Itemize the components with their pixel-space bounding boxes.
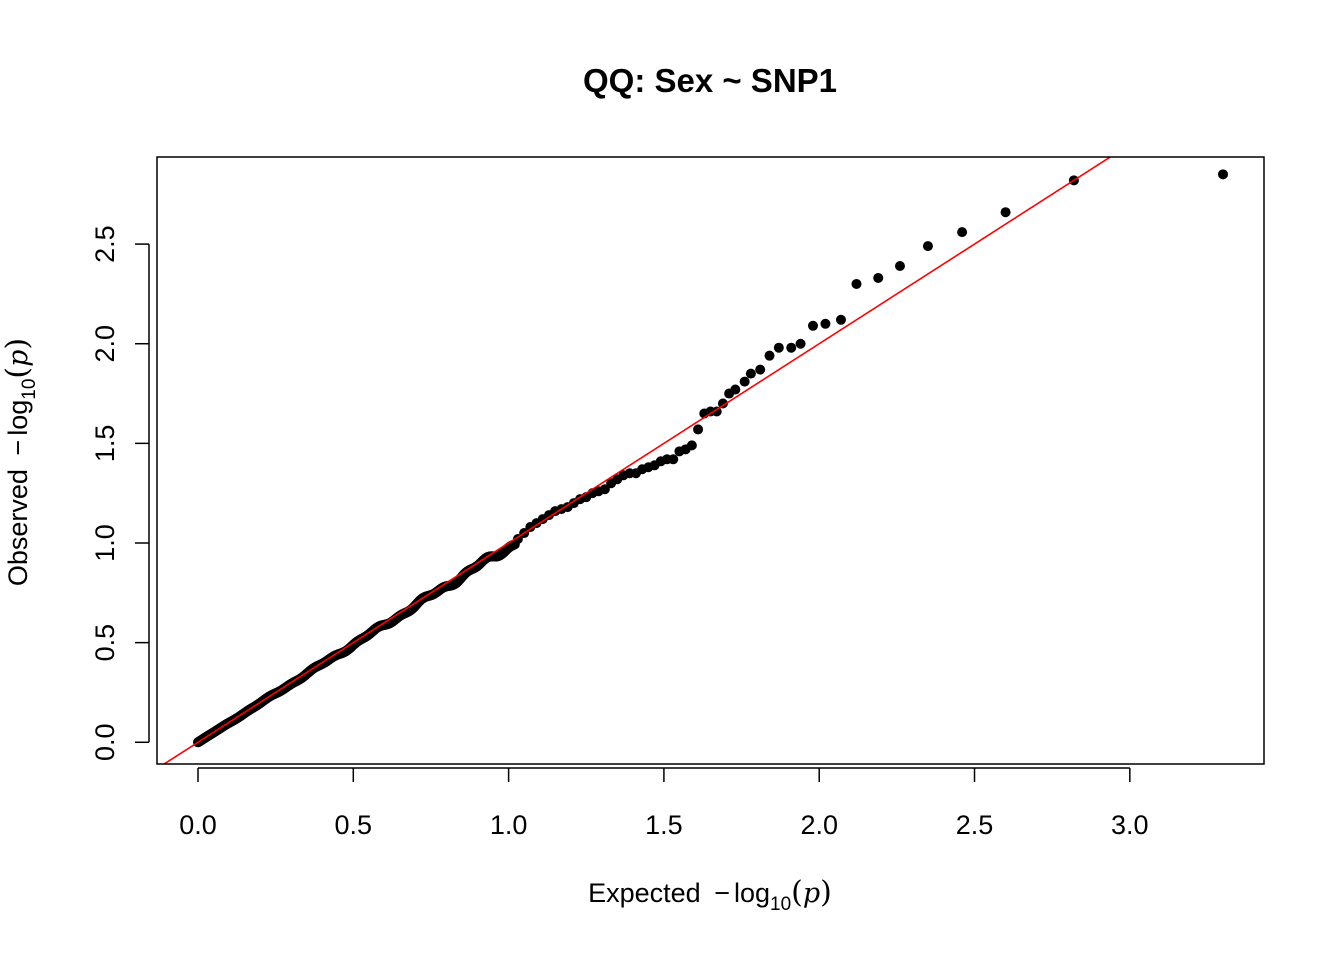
y-label-var: p — [3, 350, 34, 367]
qq-point-880 — [1218, 169, 1228, 180]
reference-line — [162, 157, 1112, 764]
qq-point-888 — [835, 314, 846, 325]
x-tick-label: 1.5 — [645, 810, 683, 840]
qq-point-933 — [512, 534, 523, 545]
y-axis: 0.0 0.5 1.0 1.5 2.0 2.5 — [90, 225, 150, 762]
qq-point-931 — [525, 522, 536, 533]
y-tick-label: 2.0 — [90, 325, 120, 363]
y-label-prefix: Observed — [3, 462, 33, 587]
qq-point-893 — [773, 342, 784, 353]
x-tick-label: 1.0 — [490, 810, 528, 840]
x-label-sub: 10 — [770, 894, 791, 915]
x-tick-label: 2.0 — [800, 810, 838, 840]
x-axis-label: Expected − log10(p) — [588, 875, 832, 915]
qq-point-918 — [606, 478, 617, 489]
x-label-open: ( — [791, 875, 803, 910]
qq-point-889 — [820, 318, 831, 329]
y-label-close: ) — [0, 338, 35, 350]
x-label-prefix: Expected — [588, 878, 708, 908]
x-tick-label: 3.0 — [1111, 810, 1149, 840]
qq-point-886 — [873, 272, 884, 283]
y-label-log: log — [3, 400, 33, 436]
x-tick-label: 0.5 — [335, 810, 373, 840]
y-tick-label: 1.5 — [90, 425, 120, 463]
plot-frame — [156, 156, 1265, 765]
qq-point-894 — [764, 350, 775, 361]
qq-point-890 — [808, 320, 818, 331]
qq-point-900 — [717, 398, 728, 409]
qq-point-884 — [922, 241, 933, 252]
chart-title: QQ: Sex ~ SNP1 — [583, 62, 837, 99]
y-label-open: ( — [0, 367, 35, 379]
qq-point-887 — [851, 278, 862, 289]
qq-point-896 — [745, 368, 756, 379]
qq-point-897 — [739, 376, 750, 387]
qq-point-892 — [786, 342, 797, 353]
data-points — [193, 169, 1228, 748]
y-tick-label: 0.0 — [90, 724, 120, 762]
y-tick-label: 0.5 — [90, 624, 120, 662]
x-label-close: ) — [820, 875, 832, 910]
y-label-minus: − — [3, 440, 33, 456]
qq-point-891 — [795, 338, 806, 349]
y-axis-label: Observed − log10(p) — [0, 338, 40, 586]
x-axis: 0.0 0.5 1.0 1.5 2.0 2.5 3.0 — [179, 767, 1149, 840]
x-label-log: log — [734, 878, 770, 908]
y-tick-label: 1.0 — [90, 524, 120, 562]
qq-point-907 — [674, 446, 685, 457]
qq-point-883 — [957, 227, 968, 238]
qq-point-899 — [724, 388, 735, 399]
x-label-minus: − — [714, 878, 730, 908]
qq-point-882 — [1000, 207, 1011, 218]
y-label-sub: 10 — [19, 379, 40, 400]
qq-point-904 — [693, 424, 704, 435]
qq-point-895 — [755, 364, 766, 375]
y-tick-label: 2.5 — [90, 225, 120, 263]
x-tick-label: 0.0 — [179, 810, 217, 840]
x-label-var: p — [803, 878, 820, 909]
qq-point-885 — [894, 261, 905, 272]
x-tick-label: 2.5 — [956, 810, 994, 840]
